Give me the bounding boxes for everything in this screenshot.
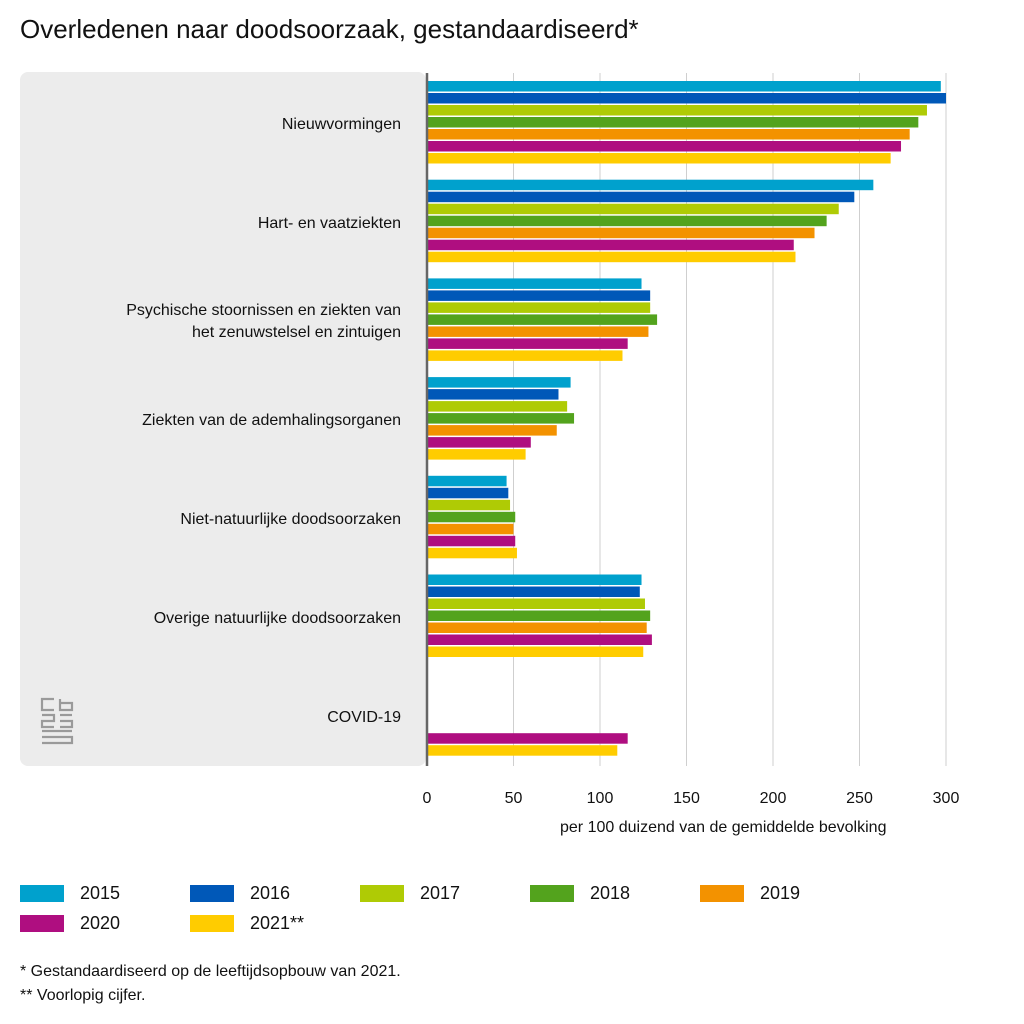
category-label-line: Overige natuurlijke doodsoorzaken [153, 610, 401, 627]
bar-6-2015 [427, 574, 642, 585]
bar-3-2016 [427, 290, 651, 301]
footnote-1: * Gestandaardiseerd op de leeftijdsopbou… [20, 963, 401, 980]
bar-3-2019 [427, 326, 649, 337]
legend-item-2015: 2015 [20, 882, 120, 904]
legend-item-2020: 2020 [20, 912, 120, 934]
legend-item-2019: 2019 [700, 882, 800, 904]
bar-7-2021 [427, 745, 618, 756]
bar-4-2020 [427, 437, 531, 448]
bar-4-2019 [427, 425, 557, 436]
bar-2-2017 [427, 203, 839, 215]
x-axis-title: per 100 duizend van de gemiddelde bevolk… [560, 819, 887, 836]
legend-label: 2018 [590, 882, 631, 903]
bar-2-2021 [427, 251, 796, 263]
bar-chart: 0 50 100 150 200 250 300 [423, 73, 960, 807]
category-label-4: Ziekten van de ademhalingsorganen [1, 410, 401, 432]
footnotes: * Gestandaardiseerd op de leeftijdsopbou… [20, 960, 401, 1008]
category-label-line: Ziekten van de ademhalingsorganen [142, 412, 401, 429]
bar-3-2015 [427, 278, 642, 289]
legend-item-2017: 2017 [360, 882, 460, 904]
legend-item-2016: 2016 [190, 882, 290, 904]
bar-7-2020 [427, 733, 628, 744]
legend-swatch [20, 914, 64, 932]
bar-1-2021 [427, 153, 891, 164]
bar-5-2017 [427, 499, 511, 511]
category-label-line: Hart- en vaatziekten [257, 215, 401, 232]
bar-4-2021 [427, 449, 526, 460]
bar-5-2018 [427, 511, 516, 523]
legend-label: 2017 [420, 882, 461, 903]
legend-label: 2016 [250, 882, 291, 903]
bar-1-2017 [427, 105, 927, 116]
category-label-2: Hart- en vaatziekten [1, 213, 401, 235]
cbs-logo-icon [40, 697, 74, 745]
x-tick-label-200: 200 [760, 790, 787, 807]
legend-label: 2020 [80, 912, 121, 933]
legend-swatch [190, 884, 234, 902]
category-panel [20, 72, 426, 766]
category-label-3: Psychische stoornissen en ziekten van het… [1, 300, 401, 344]
x-tick-label-300: 300 [933, 790, 960, 807]
legend-swatch [20, 884, 64, 902]
bar-6-2021 [427, 646, 644, 657]
x-tick-label-0: 0 [423, 790, 432, 807]
x-tick-label-50: 50 [505, 790, 523, 807]
bar-1-2018 [427, 117, 919, 128]
bar-6-2018 [427, 610, 651, 621]
bar-4-2018 [427, 413, 575, 424]
legend-swatch [700, 884, 744, 902]
legend-label: 2019 [760, 882, 801, 903]
bar-1-2019 [427, 129, 910, 140]
bar-4-2017 [427, 401, 568, 412]
category-label-line: het zenuwstelsel en zintuigen [191, 324, 401, 341]
legend-item-2018: 2018 [530, 882, 630, 904]
footnote-2: ** Voorlopig cijfer. [20, 987, 146, 1004]
bar-2-2018 [427, 215, 827, 227]
bar-6-2019 [427, 622, 647, 633]
category-label-line: COVID-19 [327, 709, 401, 726]
bar-5-2020 [427, 535, 516, 547]
bar-1-2016 [427, 93, 946, 104]
legend-swatch [530, 884, 574, 902]
x-tick-label-100: 100 [587, 790, 614, 807]
bar-3-2020 [427, 338, 628, 349]
bar-6-2017 [427, 598, 645, 609]
category-label-5: Niet-natuurlijke doodsoorzaken [1, 509, 401, 531]
bar-6-2016 [427, 586, 640, 597]
bar-5-2021 [427, 547, 517, 559]
category-label-line: Nieuwvormingen [281, 116, 401, 133]
legend-swatch [360, 884, 404, 902]
legend-item-2021: 2021** [190, 912, 304, 934]
bar-2-2020 [427, 239, 794, 251]
bar-3-2021 [427, 350, 623, 361]
chart-title: Overledenen naar doodsoorzaak, gestandaa… [20, 14, 639, 44]
bar-5-2019 [427, 523, 514, 535]
legend-label: 2021** [250, 912, 305, 933]
category-label-line: Psychische stoornissen en ziekten van [126, 302, 401, 319]
category-label-7: COVID-19 [1, 707, 401, 729]
bar-3-2018 [427, 314, 658, 325]
bar-5-2015 [427, 475, 507, 487]
category-label-line: Niet-natuurlijke doodsoorzaken [180, 511, 401, 528]
bar-1-2020 [427, 141, 902, 152]
bar-2-2016 [427, 191, 855, 203]
x-tick-label-150: 150 [673, 790, 700, 807]
legend-swatch [190, 914, 234, 932]
bar-4-2015 [427, 377, 571, 388]
bar-2-2015 [427, 179, 874, 191]
bar-1-2015 [427, 81, 941, 92]
category-label-1: Nieuwvormingen [1, 114, 401, 136]
bar-4-2016 [427, 389, 559, 400]
bar-2-2019 [427, 227, 815, 239]
bar-5-2016 [427, 487, 509, 499]
x-tick-label-250: 250 [846, 790, 873, 807]
bar-3-2017 [427, 302, 651, 313]
category-label-6: Overige natuurlijke doodsoorzaken [1, 608, 401, 630]
legend-label: 2015 [80, 882, 121, 903]
bar-6-2020 [427, 634, 652, 645]
